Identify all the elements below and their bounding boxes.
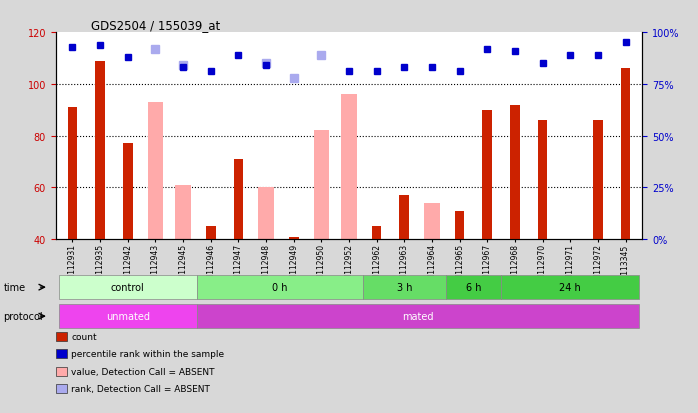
Bar: [621, 69, 630, 240]
Bar: [510, 105, 520, 240]
Bar: [123, 144, 133, 240]
Bar: [313, 131, 329, 240]
Text: 24 h: 24 h: [559, 282, 581, 292]
Bar: [258, 188, 274, 240]
Text: 0 h: 0 h: [272, 282, 288, 292]
Bar: [289, 237, 299, 240]
Text: unmated: unmated: [106, 311, 150, 321]
Bar: [234, 159, 243, 240]
Text: 6 h: 6 h: [466, 282, 481, 292]
Bar: [206, 227, 216, 240]
Text: count: count: [71, 332, 97, 341]
Bar: [399, 196, 409, 240]
Text: control: control: [111, 282, 144, 292]
Bar: [95, 62, 105, 240]
Text: time: time: [3, 282, 26, 292]
Text: percentile rank within the sample: percentile rank within the sample: [71, 349, 224, 358]
Bar: [175, 185, 191, 240]
Text: GDS2504 / 155039_at: GDS2504 / 155039_at: [91, 19, 220, 31]
Bar: [148, 103, 163, 240]
Bar: [482, 110, 492, 240]
Bar: [68, 108, 77, 240]
Bar: [372, 227, 382, 240]
Text: protocol: protocol: [3, 311, 43, 321]
Bar: [593, 121, 603, 240]
Bar: [455, 211, 464, 240]
Text: mated: mated: [402, 311, 434, 321]
Text: 3 h: 3 h: [396, 282, 412, 292]
Bar: [341, 95, 357, 240]
Text: rank, Detection Call = ABSENT: rank, Detection Call = ABSENT: [71, 384, 210, 393]
Text: value, Detection Call = ABSENT: value, Detection Call = ABSENT: [71, 367, 215, 376]
Bar: [537, 121, 547, 240]
Bar: [424, 203, 440, 240]
